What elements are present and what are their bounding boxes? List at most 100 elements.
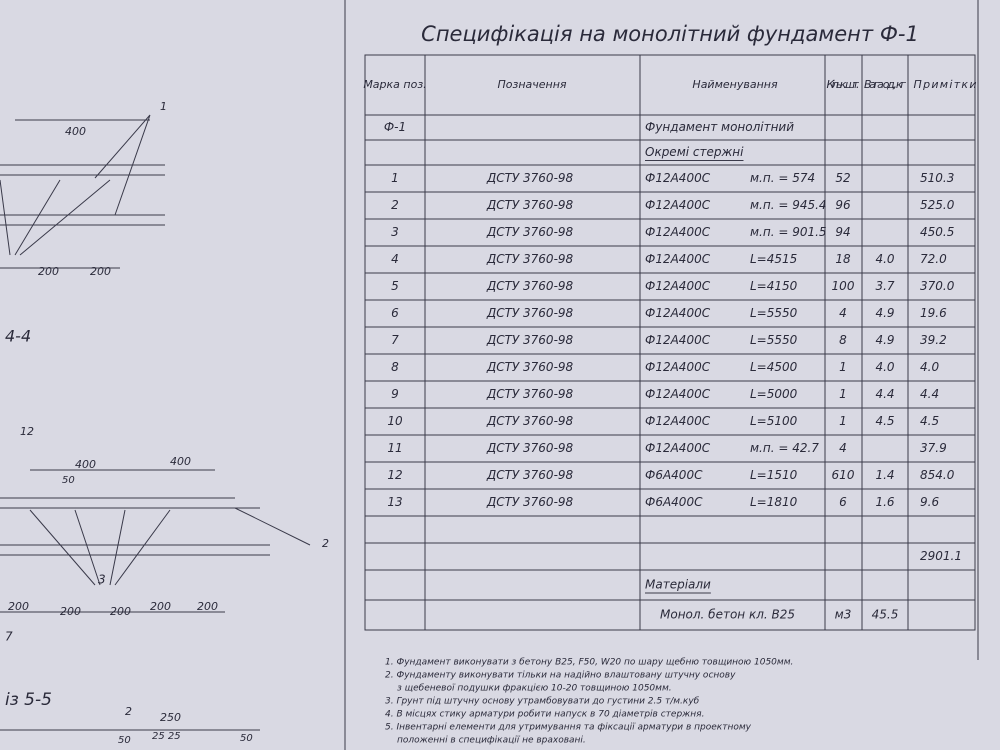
table-cell: 52 bbox=[835, 171, 850, 185]
table-cell: 3.7 bbox=[875, 279, 894, 293]
table-cell: 100 bbox=[832, 279, 855, 293]
table-cell: 96 bbox=[835, 198, 851, 212]
drawing-label: 25 25 bbox=[152, 731, 181, 742]
note-line: положенні в специфікації не враховані. bbox=[397, 736, 586, 746]
table-cell: Ф12А400С bbox=[645, 306, 711, 320]
table-cell: L=4150 bbox=[750, 279, 798, 293]
table-cell: 8 bbox=[839, 333, 847, 347]
table-cell: м.п. = 945.4 bbox=[750, 198, 827, 212]
table-cell: L=5100 bbox=[750, 414, 798, 428]
table-cell: 450.5 bbox=[920, 225, 954, 239]
table-cell: 1 bbox=[391, 171, 399, 185]
table-cell: 4.9 bbox=[875, 333, 894, 347]
table-cell: Матеріали bbox=[645, 578, 711, 592]
table-cell: 3 bbox=[391, 225, 399, 239]
table-cell: Ф12А400С bbox=[645, 225, 711, 239]
table-cell: м.п. = 901.5 bbox=[750, 225, 827, 239]
table-cell: Окремі стержні bbox=[645, 145, 744, 159]
table-cell: 19.6 bbox=[920, 306, 947, 320]
table-cell: 12 bbox=[387, 468, 402, 482]
drawing-label: 200 bbox=[38, 265, 59, 278]
drawing-label: 200 bbox=[90, 265, 111, 278]
note-line: з щебеневої подушки фракцією 10-20 товщи… bbox=[397, 684, 672, 694]
drawing-label: 50 bbox=[118, 735, 131, 746]
drawing-label: 2 bbox=[322, 537, 329, 550]
note-line: 2. Фундаменту виконувати тільки на надій… bbox=[385, 671, 736, 681]
table-cell: 9.6 bbox=[920, 495, 939, 509]
table-cell: ДСТУ 3760-98 bbox=[486, 387, 574, 401]
table-cell: 4 bbox=[839, 441, 847, 455]
table-cell: ДСТУ 3760-98 bbox=[486, 468, 574, 482]
specification-table: Марка поз. Позначення Найменування Кільк. ш… bbox=[363, 54, 977, 631]
table-cell: Ф12А400С bbox=[645, 171, 711, 185]
table-cell: Ф12А400С bbox=[645, 333, 711, 347]
table-cell: 9 bbox=[391, 387, 399, 401]
note-line: 3. Грунт під штучну основу утрамбовувати… bbox=[385, 697, 700, 707]
table-cell: 8 bbox=[391, 360, 399, 374]
drawing-label: 400 bbox=[75, 458, 96, 471]
drawing-label: 200 bbox=[197, 600, 218, 613]
table-cell: ДСТУ 3760-98 bbox=[486, 171, 574, 185]
note-line: 4. В місцях стику арматури робити напуск… bbox=[385, 710, 704, 720]
table-cell: Ф6А400С bbox=[645, 495, 703, 509]
table-cell: Ф-1 bbox=[384, 120, 406, 134]
table-cell: L=5000 bbox=[750, 387, 798, 401]
table-cell: 4.5 bbox=[920, 414, 939, 428]
table-cell: ДСТУ 3760-98 bbox=[486, 495, 574, 509]
table-cell: 1.6 bbox=[875, 495, 894, 509]
table-cell: 45.5 bbox=[872, 608, 899, 622]
rebar-lines bbox=[0, 114, 165, 269]
header-cell: Примітки bbox=[914, 78, 977, 91]
header-cell: Вага од., кг bbox=[864, 78, 906, 91]
drawing-label: 250 bbox=[160, 711, 181, 724]
table-cell: 4.0 bbox=[875, 360, 894, 374]
table-cell: 610 bbox=[832, 468, 855, 482]
table-cell: 37.9 bbox=[920, 441, 947, 455]
notes: 1. Фундамент виконувати з бетону В25, F5… bbox=[385, 658, 793, 746]
drawing-label: 1 bbox=[160, 100, 167, 113]
title: Специфікація на монолітний фундамент Ф-1 bbox=[421, 22, 919, 46]
table-cell: Ф12А400С bbox=[645, 279, 711, 293]
header-cell: Марка поз. bbox=[363, 78, 426, 91]
drawing-label: 50 bbox=[240, 733, 253, 744]
table-cell: 4.9 bbox=[875, 306, 894, 320]
table-cell: ДСТУ 3760-98 bbox=[486, 252, 574, 266]
table-cell: 1 bbox=[839, 360, 847, 374]
drawing-label: 200 bbox=[8, 600, 29, 613]
table-cell: L=1810 bbox=[750, 495, 798, 509]
table-cell: 10 bbox=[387, 414, 403, 428]
table-cell: ДСТУ 3760-98 bbox=[486, 306, 574, 320]
table-cell: 13 bbox=[387, 495, 402, 509]
table-cell: ДСТУ 3760-98 bbox=[486, 360, 574, 374]
drawing-label: 400 bbox=[65, 125, 86, 138]
header-cell: Найменування bbox=[692, 78, 778, 91]
drawing-label: 200 bbox=[60, 605, 81, 618]
drawing-label: 200 bbox=[150, 600, 171, 613]
table-cell: м.п. = 42.7 bbox=[750, 441, 819, 455]
table-cell: 4.0 bbox=[920, 360, 939, 374]
drawing-label: 7 bbox=[5, 630, 13, 644]
drawing-label: 12 bbox=[20, 425, 34, 438]
note-line: 5. Інвентарні елементи для утримування т… bbox=[385, 723, 752, 733]
table-cell: 72.0 bbox=[920, 252, 947, 266]
table-cell: ДСТУ 3760-98 bbox=[486, 279, 574, 293]
table-cell: ДСТУ 3760-98 bbox=[486, 225, 574, 239]
table-cell: 4.4 bbox=[875, 387, 894, 401]
table-cell: 2901.1 bbox=[920, 549, 962, 563]
table-cell: Ф12А400С bbox=[645, 198, 711, 212]
table-cell: 39.2 bbox=[920, 333, 947, 347]
table-cell: ДСТУ 3760-98 bbox=[486, 198, 574, 212]
table-cell: 7 bbox=[391, 333, 399, 347]
table-cell: 18 bbox=[835, 252, 851, 266]
table-cell: 854.0 bbox=[920, 468, 955, 482]
drawing-label: із 5-5 bbox=[5, 690, 52, 710]
table-cell: ДСТУ 3760-98 bbox=[486, 333, 574, 347]
table-cell: 4 bbox=[839, 306, 847, 320]
table-cell: 4 bbox=[391, 252, 399, 266]
table-cell: 94 bbox=[835, 225, 850, 239]
table-cell: ДСТУ 3760-98 bbox=[486, 441, 574, 455]
note-line: 1. Фундамент виконувати з бетону В25, F5… bbox=[385, 658, 793, 668]
table-cell: L=5550 bbox=[750, 306, 798, 320]
